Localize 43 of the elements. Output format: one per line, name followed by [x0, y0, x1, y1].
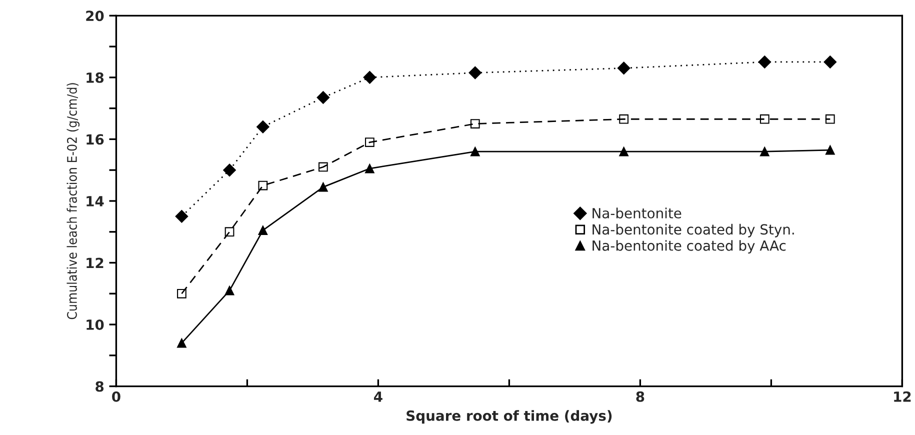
y-axis-title: Cumulative leach fraction E-02 (g/cm/d) [66, 83, 80, 320]
point [760, 114, 770, 124]
point [824, 56, 837, 68]
legend-label: Na-bentonite coated by AAc [592, 240, 786, 254]
y-tick-label: 10 [86, 319, 104, 330]
y-tick-label: 12 [86, 258, 104, 268]
legend-label: Na-bentonite [592, 208, 682, 218]
point [825, 114, 835, 124]
x-tick-label: 8 [636, 391, 644, 402]
point [224, 286, 234, 296]
y-tick-label: 14 [86, 196, 104, 206]
y-tick-label: 18 [86, 72, 104, 83]
point [177, 338, 186, 348]
point [224, 227, 234, 237]
point [758, 56, 772, 68]
point [316, 91, 330, 104]
point [365, 164, 374, 174]
point [223, 164, 236, 176]
x-axis-title: Square root of time (days) [406, 410, 612, 424]
x-tick-label: 4 [374, 392, 382, 402]
x-tick-label: 12 [894, 391, 911, 402]
y-tick-label: 20 [86, 10, 104, 22]
point [470, 146, 480, 156]
y-tick-label: 16 [86, 134, 104, 145]
point [760, 146, 770, 156]
point [363, 71, 376, 84]
x-tick-label: 0 [112, 391, 120, 402]
legend-label: Na-bentonite coated by Styn. [592, 224, 794, 238]
point [177, 288, 186, 298]
point [258, 226, 268, 235]
point [258, 180, 268, 190]
point [318, 182, 328, 192]
point [256, 120, 270, 134]
y-tick-label: 8 [96, 381, 104, 392]
point [175, 210, 188, 223]
point [619, 114, 629, 124]
point [470, 119, 480, 128]
point [318, 162, 328, 172]
point [617, 62, 630, 75]
point [619, 146, 629, 156]
point [468, 66, 482, 80]
point [365, 138, 374, 147]
point [825, 145, 835, 155]
